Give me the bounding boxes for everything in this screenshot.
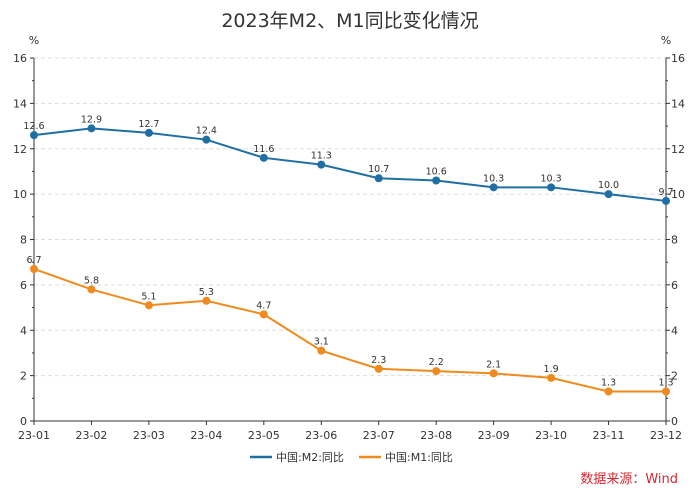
data-source: 数据来源：Wind xyxy=(580,472,678,487)
y-tick-label-left: 4 xyxy=(20,324,27,337)
data-point xyxy=(259,153,268,162)
legend: 中国:M2:同比 中国:M1:同比 xyxy=(250,451,453,464)
data-point xyxy=(432,176,441,185)
data-label: 5.8 xyxy=(84,275,99,286)
data-point xyxy=(489,183,498,192)
y-tick-label-right: 0 xyxy=(671,415,678,428)
data-point xyxy=(604,387,613,396)
y-tick-label-right: 2 xyxy=(671,370,678,383)
data-point xyxy=(662,387,670,396)
y-axis-left-ticks: 0 2 4 6 8 10 12 14 16 xyxy=(13,52,34,428)
data-point xyxy=(202,296,211,305)
y-tick-label-right: 6 xyxy=(671,279,678,292)
y-tick-label-left: 12 xyxy=(13,143,27,156)
data-label: 12.9 xyxy=(81,114,102,125)
y-tick-label-left: 10 xyxy=(13,188,27,201)
data-point xyxy=(144,301,153,310)
data-label: 12.7 xyxy=(138,119,159,130)
x-tick-label: 23-02 xyxy=(75,429,107,442)
y-axis-right-ticks: 0 2 4 6 8 10 12 14 16 xyxy=(666,52,685,428)
x-tick-label: 23-10 xyxy=(535,429,567,442)
data-label: 3.1 xyxy=(314,337,329,348)
data-label: 10.7 xyxy=(368,164,389,175)
data-labels: 12.6 12.9 12.7 12.4 11.6 11.3 10.7 10.6 10.3 10.3… xyxy=(23,114,673,388)
y-tick-label-left: 16 xyxy=(13,52,27,65)
data-label: 2.2 xyxy=(429,357,444,368)
data-point xyxy=(30,264,38,273)
data-label: 12.4 xyxy=(196,126,217,137)
data-point xyxy=(259,310,268,319)
series-line xyxy=(33,127,667,202)
data-label: 5.1 xyxy=(141,291,156,302)
x-tick-label: 23-03 xyxy=(133,429,165,442)
data-label: 10.0 xyxy=(598,180,619,191)
y-tick-label-right: 10 xyxy=(671,188,685,201)
data-label: 6.7 xyxy=(26,255,41,266)
y-tick-label-right: 4 xyxy=(671,324,678,337)
x-tick-label: 23-07 xyxy=(363,429,395,442)
data-point xyxy=(662,196,670,205)
data-label: 12.6 xyxy=(23,121,44,132)
data-label: 5.3 xyxy=(199,287,214,298)
y-unit-left: % xyxy=(29,34,39,47)
data-label: 1.9 xyxy=(544,364,559,375)
y-tick-label-left: 8 xyxy=(20,234,27,247)
data-label: 9.7 xyxy=(658,187,673,198)
x-tick-label: 23-11 xyxy=(593,429,625,442)
data-label: 10.3 xyxy=(483,173,504,184)
x-tick-label: 23-04 xyxy=(190,429,222,442)
y-tick-label-left: 2 xyxy=(20,370,27,383)
series-line xyxy=(33,268,666,393)
y-tick-label-right: 8 xyxy=(671,234,678,247)
x-tick-label: 23-09 xyxy=(478,429,510,442)
data-label: 1.3 xyxy=(601,378,616,389)
data-point xyxy=(87,285,96,294)
data-label: 11.3 xyxy=(311,151,332,162)
data-label: 1.3 xyxy=(658,378,673,389)
data-point xyxy=(432,367,441,376)
data-point xyxy=(374,174,383,183)
x-tick-label: 23-08 xyxy=(420,429,452,442)
x-tick-label: 23-05 xyxy=(248,429,280,442)
y-tick-label-left: 6 xyxy=(20,279,27,292)
data-label: 11.6 xyxy=(253,144,274,155)
data-point xyxy=(604,190,613,199)
y-tick-label-left: 0 xyxy=(20,415,27,428)
x-tick-label: 23-01 xyxy=(18,429,50,442)
axes: %% xyxy=(29,34,671,422)
x-axis-ticks: 23-01 23-02 23-03 23-04 23-05 23-06 23-07 23-08… xyxy=(18,421,682,442)
data-point xyxy=(317,346,326,355)
data-point xyxy=(489,369,498,378)
y-tick-label-right: 14 xyxy=(671,97,685,110)
data-point xyxy=(547,373,556,382)
data-point xyxy=(144,128,153,137)
legend-label: 中国:M1:同比 xyxy=(385,451,453,464)
gridlines xyxy=(34,57,666,377)
series-points xyxy=(30,124,670,396)
y-tick-label-right: 12 xyxy=(671,143,685,156)
y-unit-right: % xyxy=(661,34,671,47)
x-tick-label: 23-06 xyxy=(305,429,337,442)
y-tick-label-right: 16 xyxy=(671,52,685,65)
data-label: 2.1 xyxy=(486,359,501,370)
data-label: 2.3 xyxy=(371,355,386,366)
data-label: 10.6 xyxy=(426,167,447,178)
data-point xyxy=(374,364,383,373)
data-point xyxy=(317,160,326,169)
legend-label: 中国:M2:同比 xyxy=(276,451,344,464)
data-point xyxy=(547,183,556,192)
series-lines xyxy=(33,127,667,393)
x-tick-label: 23-12 xyxy=(650,429,682,442)
data-label: 4.7 xyxy=(256,300,271,311)
data-label: 10.3 xyxy=(541,173,562,184)
chart-title: 2023年M2、M1同比变化情况 xyxy=(221,10,479,32)
data-point xyxy=(30,131,38,140)
data-point xyxy=(87,124,96,133)
y-tick-label-left: 14 xyxy=(13,97,27,110)
data-point xyxy=(202,135,211,144)
